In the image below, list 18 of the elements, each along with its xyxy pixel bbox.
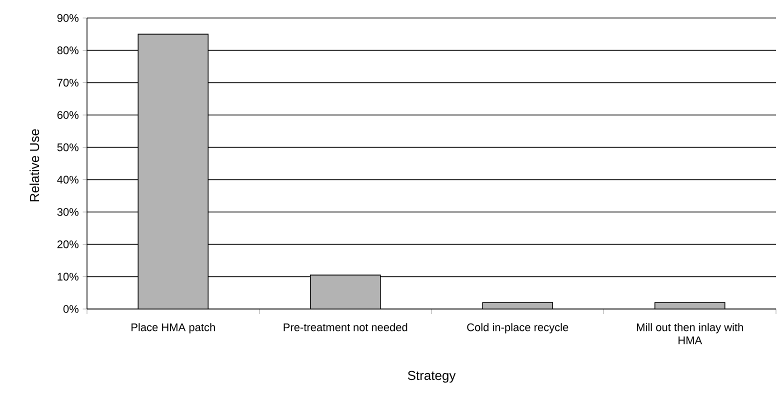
- y-tick-label: 70%: [57, 78, 78, 87]
- x-tick-label: Cold in-place recycle: [467, 323, 568, 334]
- x-tick-label: Pre-treatment not needed: [284, 323, 408, 332]
- y-tick-label: 80%: [57, 46, 78, 54]
- y-tick-label: 90%: [57, 14, 78, 22]
- y-axis-title: Relative Use: [30, 129, 40, 202]
- y-tick-label: 20%: [57, 240, 78, 248]
- y-tick-label: 0%: [63, 305, 78, 313]
- y-tick-label: 10%: [58, 272, 78, 281]
- y-tick-label: 30%: [57, 208, 78, 216]
- x-tick-label: Mill out then inlay with HMA: [636, 323, 743, 344]
- bar: [138, 34, 209, 309]
- y-tick-label: 40%: [57, 176, 78, 184]
- bar: [310, 274, 381, 309]
- y-tick-label: 50%: [57, 143, 78, 152]
- x-axis-title: Strategy: [408, 370, 456, 383]
- x-tick-label: Place HMA patch: [132, 323, 215, 334]
- y-tick-label: 60%: [57, 111, 78, 119]
